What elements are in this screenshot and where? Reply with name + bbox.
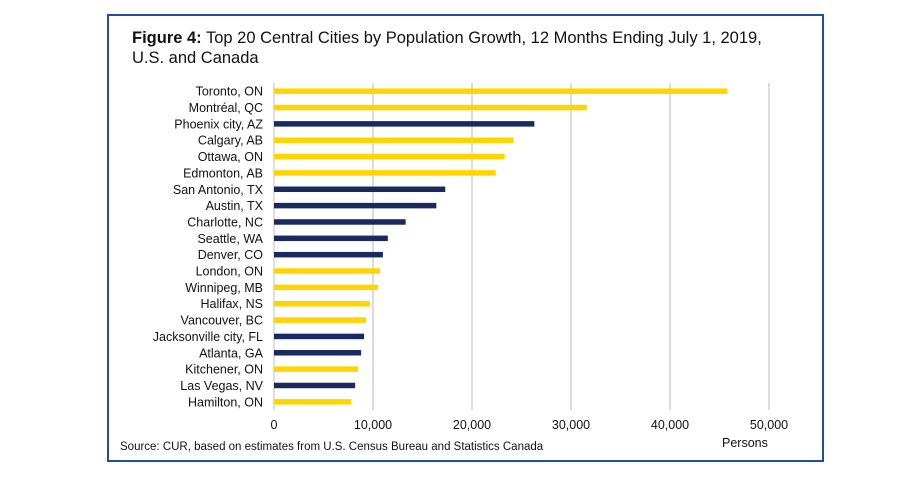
category-label: Jacksonville city, FL xyxy=(153,330,263,344)
bar xyxy=(274,317,367,323)
bar xyxy=(274,219,406,225)
bar xyxy=(274,399,352,405)
chart-title-text: Top 20 Central Cities by Population Grow… xyxy=(132,29,762,67)
bars xyxy=(274,88,728,405)
x-tick-label: 20,000 xyxy=(453,418,491,432)
x-tick-label: 30,000 xyxy=(552,418,590,432)
category-label: Calgary, AB xyxy=(198,134,263,148)
category-label: San Antonio, TX xyxy=(173,183,264,197)
category-label: Charlotte, NC xyxy=(187,215,263,229)
category-label: Las Vegas, NV xyxy=(180,379,263,393)
x-tick-label: 40,000 xyxy=(651,418,689,432)
bar xyxy=(274,121,535,127)
category-label: Hamilton, ON xyxy=(188,395,263,409)
bar xyxy=(274,137,514,143)
category-label: Vancouver, BC xyxy=(181,314,263,328)
category-label: Montréal, QC xyxy=(189,101,263,115)
category-label: Atlanta, GA xyxy=(199,346,264,360)
bar xyxy=(274,186,446,193)
bar xyxy=(274,235,388,242)
bar xyxy=(274,350,362,356)
bar xyxy=(274,268,380,274)
category-label: Kitchener, ON xyxy=(185,363,263,377)
x-tick-labels: 0 10,000 20,000 30,000 40,000 50,000 xyxy=(271,418,789,432)
bar xyxy=(274,170,496,176)
bar xyxy=(274,88,728,94)
bar xyxy=(274,300,371,307)
x-tick-label: 0 xyxy=(271,418,278,432)
category-label: Edmonton, AB xyxy=(183,166,263,180)
bar xyxy=(274,284,378,291)
category-label: Seattle, WA xyxy=(197,232,263,246)
bar xyxy=(274,251,383,258)
category-label: Austin, TX xyxy=(206,199,264,213)
source-note: Source: CUR, based on estimates from U.S… xyxy=(120,441,544,453)
grid-lines xyxy=(273,83,770,410)
chart-title-label: Figure 4: xyxy=(132,29,202,47)
bar xyxy=(274,153,505,160)
category-label: Halifax, NS xyxy=(200,297,263,311)
bar xyxy=(274,333,365,340)
bar xyxy=(274,382,356,389)
bar xyxy=(274,366,359,372)
bar xyxy=(274,202,437,209)
category-labels: Toronto, ON Montréal, QC Phoenix city, AZ C… xyxy=(153,85,264,410)
category-label: Toronto, ON xyxy=(196,85,263,99)
x-tick-label: 10,000 xyxy=(354,418,392,432)
category-label: Winnipeg, MB xyxy=(185,281,263,295)
x-tick-label: 50,000 xyxy=(750,418,788,432)
category-label: Ottawa, ON xyxy=(198,150,263,164)
chart-title: Figure 4: Top 20 Central Cities by Popul… xyxy=(132,28,792,68)
x-axis-unit-label: Persons xyxy=(722,436,768,450)
category-label: Phoenix city, AZ xyxy=(174,117,263,131)
category-label: Denver, CO xyxy=(198,248,264,262)
bar xyxy=(274,104,587,111)
category-label: London, ON xyxy=(196,265,263,279)
